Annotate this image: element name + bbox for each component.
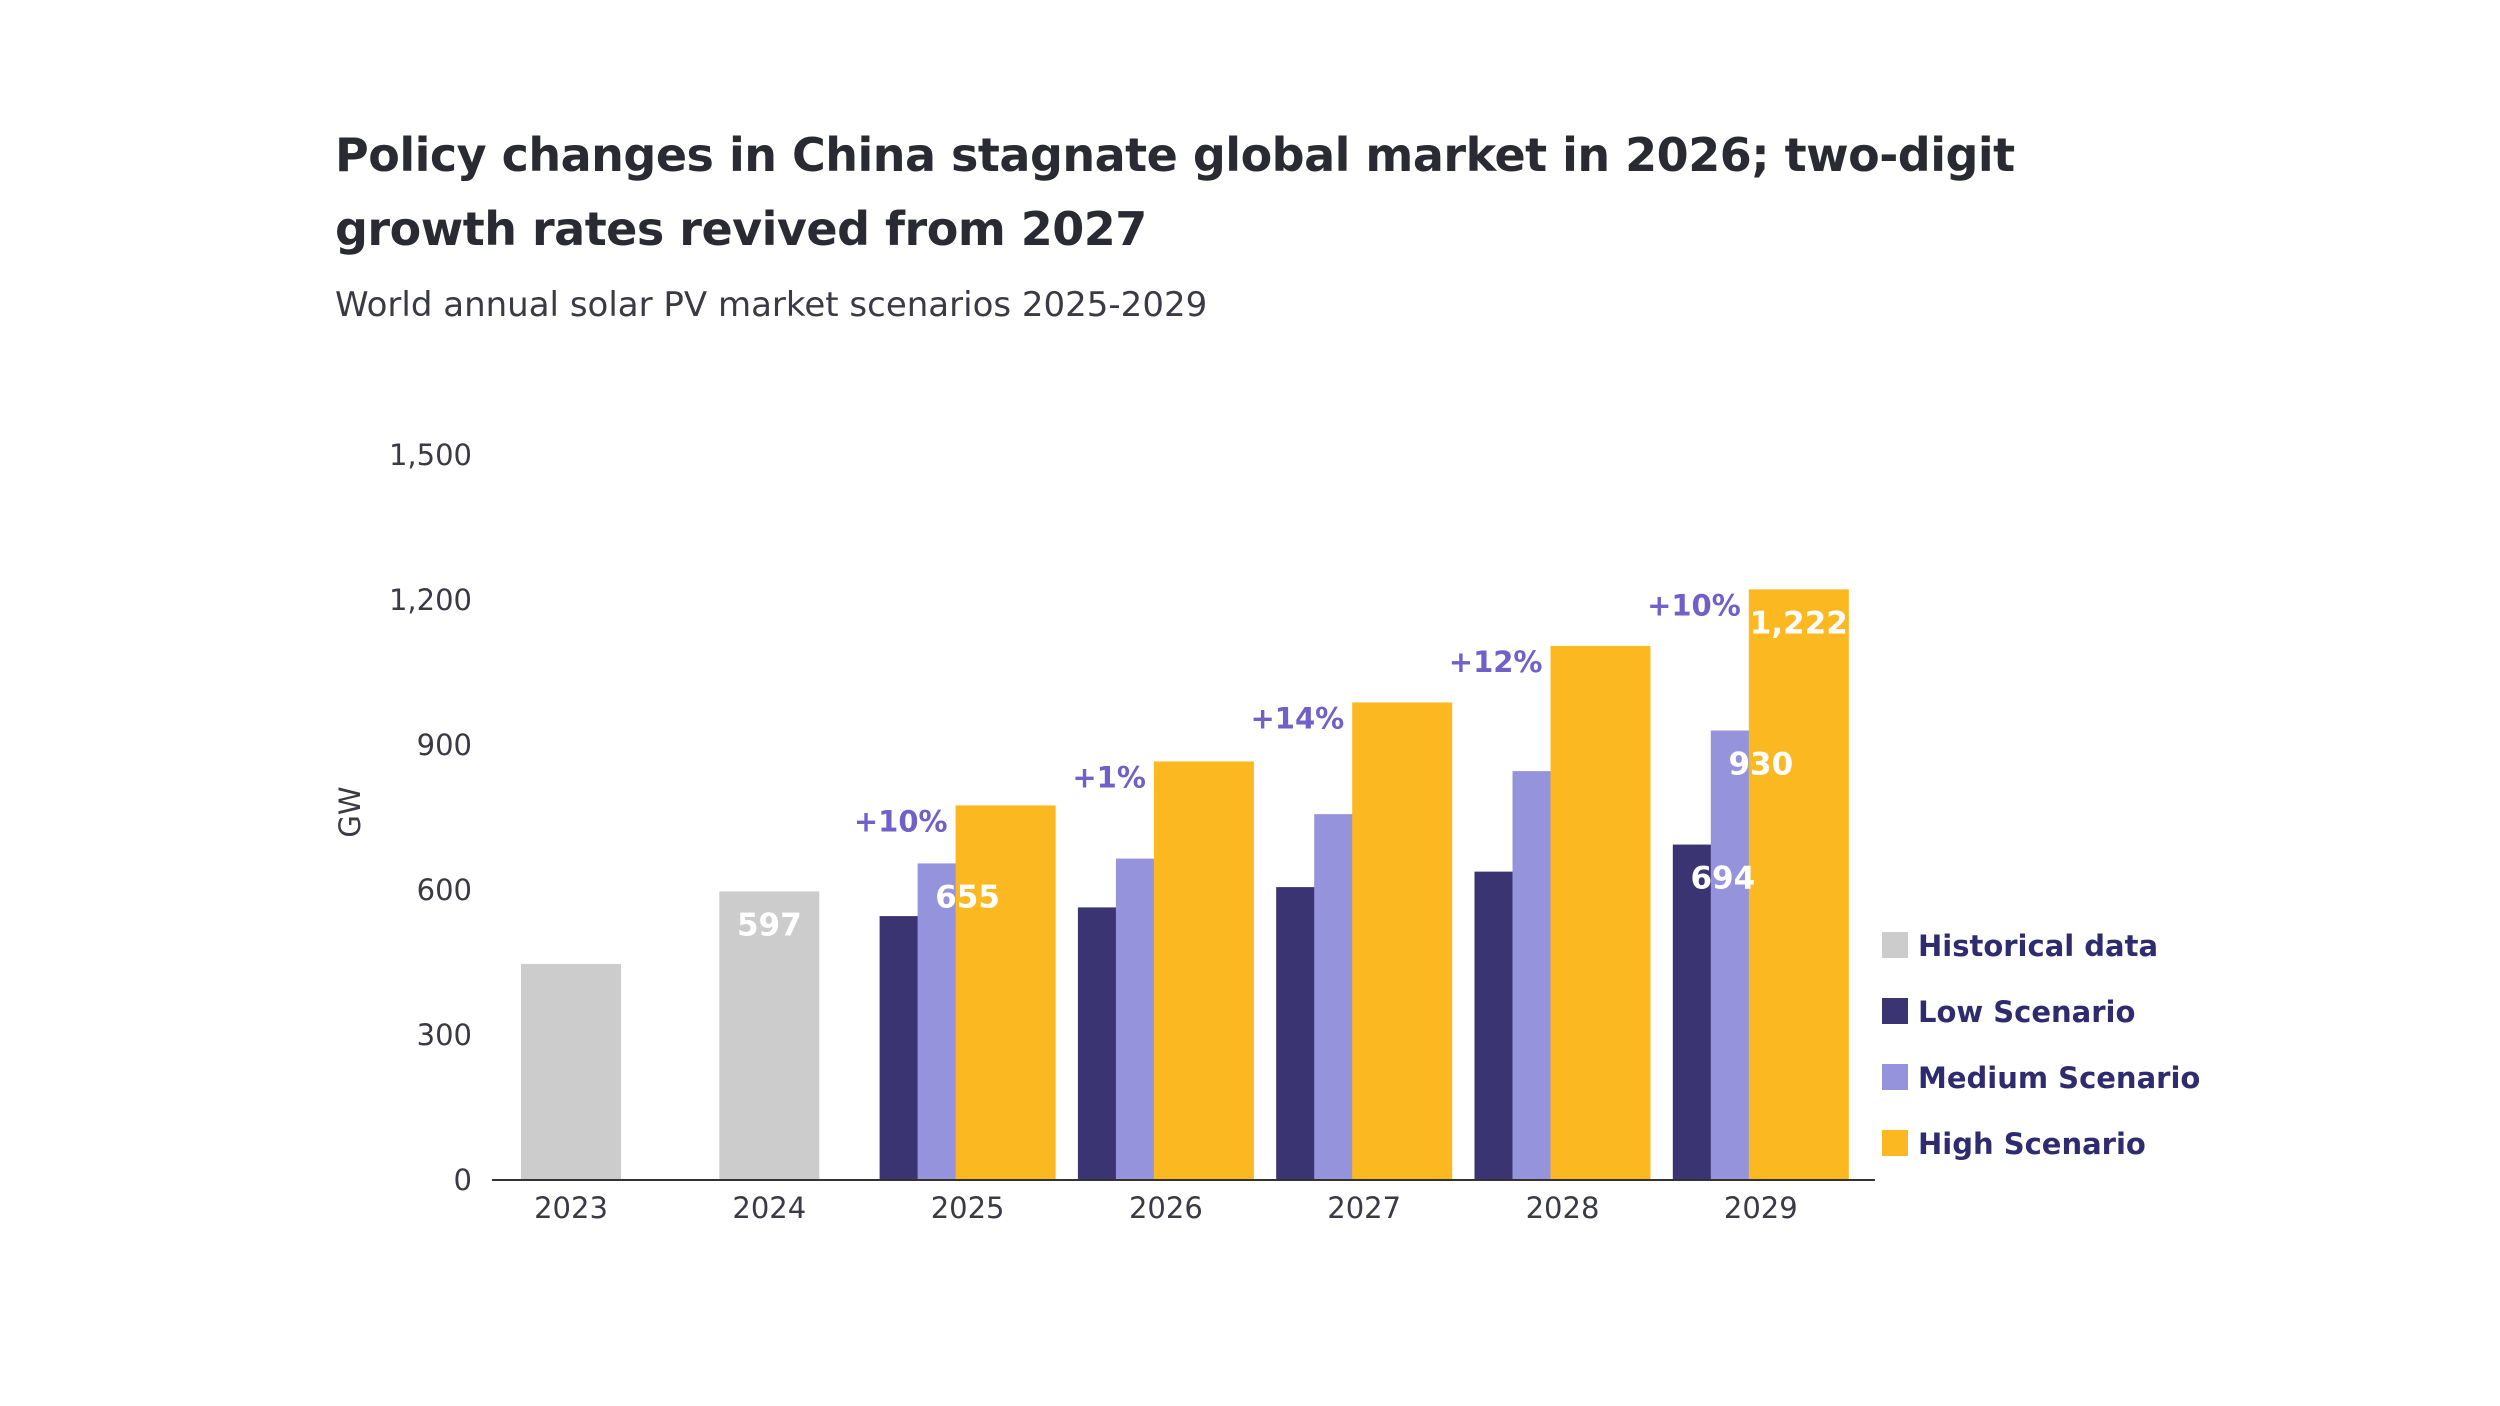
y-tick-label: 600	[417, 873, 472, 907]
growth-label: +12%	[1449, 645, 1543, 679]
bars	[521, 589, 1849, 1180]
data-label: 930	[1728, 747, 1793, 783]
y-axis-label: GW	[333, 786, 367, 837]
chart-title: Policy changes in China stagnate global …	[335, 128, 2015, 256]
x-tick-label: 2027	[1327, 1191, 1401, 1225]
data-label: 1,222	[1750, 605, 1848, 641]
y-axis-ticks: 0 300 600 900 1,200 1,500	[389, 438, 472, 1197]
y-tick-label: 1,200	[389, 583, 472, 617]
bar-high-scenario-2026	[1153, 761, 1254, 1180]
y-tick-label: 0	[454, 1163, 472, 1197]
value-labels: 597 655 694 930 1,222	[737, 605, 1848, 943]
bar-historical-data-2023	[521, 963, 621, 1180]
x-axis-ticks: 2023 2024 2025 2026 2027 2028 2029	[534, 1191, 1798, 1225]
chart-subtitle: World annual solar PV market scenarios 2…	[335, 285, 1208, 325]
growth-label: +10%	[854, 804, 948, 838]
bar-high-scenario-2025	[955, 805, 1056, 1180]
x-tick-label: 2023	[534, 1191, 608, 1225]
x-tick-label: 2025	[931, 1191, 1005, 1225]
legend-label: Medium Scenario	[1918, 1061, 2200, 1095]
x-tick-label: 2024	[732, 1191, 806, 1225]
legend-label: Historical data	[1918, 929, 2158, 963]
x-tick-label: 2029	[1724, 1191, 1798, 1225]
bar-historical-data-2024	[719, 891, 820, 1180]
legend-label: Low Scenario	[1918, 995, 2135, 1029]
legend-swatch	[1882, 1064, 1908, 1090]
y-tick-label: 900	[417, 728, 472, 762]
legend-label: High Scenario	[1918, 1127, 2146, 1161]
y-tick-label: 300	[417, 1018, 472, 1052]
legend-swatch	[1882, 998, 1908, 1024]
x-tick-label: 2026	[1129, 1191, 1203, 1225]
data-label: 694	[1690, 861, 1755, 897]
data-label: 655	[935, 879, 1000, 915]
bar-high-scenario-2027	[1352, 702, 1453, 1180]
data-label: 597	[737, 907, 802, 943]
growth-label: +1%	[1072, 760, 1146, 794]
legend: Historical data Low Scenario Medium Scenar…	[1882, 929, 2200, 1161]
bar-high-scenario-2028	[1550, 645, 1651, 1180]
growth-label: +14%	[1250, 701, 1344, 735]
y-tick-label: 1,500	[389, 438, 472, 472]
legend-swatch	[1882, 1130, 1908, 1156]
x-tick-label: 2028	[1526, 1191, 1600, 1225]
bar-high-scenario-2029	[1748, 589, 1849, 1180]
growth-label: +10%	[1647, 588, 1741, 622]
growth-labels: +10% +1% +14% +12% +10%	[854, 588, 1741, 838]
legend-swatch	[1882, 932, 1908, 958]
